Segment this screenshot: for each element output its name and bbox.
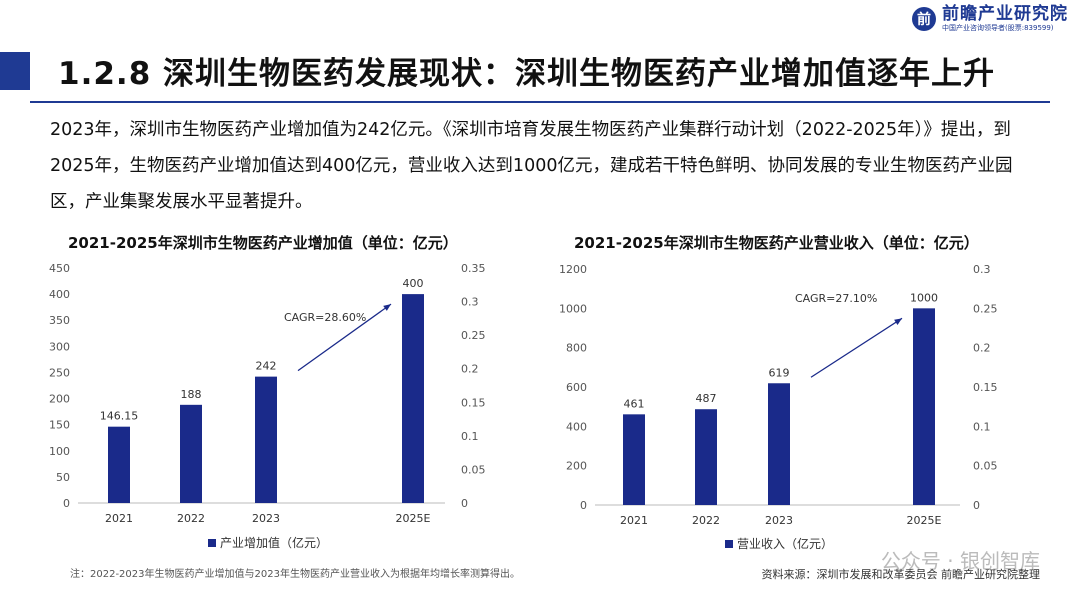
y2-tick-label: 0.15 <box>973 381 998 394</box>
chart-revenue: 0 200 400 600 800 1000 1200 0 0.05 0.1 0.15 0.2 0.25… <box>559 263 998 551</box>
cagr-arrow-head <box>894 318 902 325</box>
y-tick-label: 0 <box>63 497 70 510</box>
y2-tick-label: 0.2 <box>461 363 479 376</box>
y-tick-label: 200 <box>49 393 70 406</box>
y-tick-label: 800 <box>566 342 587 355</box>
chart-title-value-added: 2021-2025年深圳市生物医药产业增加值（单位：亿元） <box>68 234 458 252</box>
data-label: 400 <box>403 277 424 290</box>
x-tick-label: 2023 <box>252 512 280 525</box>
x-tick-label: 2025E <box>396 512 431 525</box>
bar <box>180 404 202 503</box>
y-tick-label: 450 <box>49 262 70 275</box>
brand-icon: 前 <box>912 7 936 31</box>
summary-paragraph: 2023年，深圳市生物医药产业增加值为242亿元。《深圳市培育发展生物医药产业集… <box>50 120 1013 212</box>
data-label: 242 <box>256 360 277 373</box>
page-title: 1.2.8 深圳生物医药发展现状：深圳生物医药产业增加值逐年上升 <box>58 56 996 92</box>
y2-tick-label: 0.3 <box>973 263 991 276</box>
x-tick-label: 2021 <box>105 512 133 525</box>
y-tick-label: 1000 <box>559 302 587 315</box>
footnote: 注：2022-2023年生物医药产业增加值与2023年生物医药产业营业收入为根据… <box>70 569 520 580</box>
watermark: 公众号 · 银创智库 <box>880 549 1040 573</box>
data-label: 461 <box>624 397 645 410</box>
x-tick-label: 2022 <box>177 512 205 525</box>
y2-tick-label: 0.05 <box>461 463 486 476</box>
cagr-annotation: CAGR=28.60% <box>284 311 366 324</box>
bar <box>402 294 424 503</box>
data-label: 487 <box>696 392 717 405</box>
brand-tagline: 中国产业咨询领导者(股票:839599) <box>942 24 1054 32</box>
y-tick-label: 200 <box>566 460 587 473</box>
y-tick-label: 350 <box>49 314 70 327</box>
y-tick-label: 150 <box>49 419 70 432</box>
bar <box>255 376 277 503</box>
y2-tick-label: 0.15 <box>461 396 486 409</box>
data-label: 1000 <box>910 291 938 304</box>
source-note: 资料来源：深圳市发展和改革委员会 前瞻产业研究院整理 <box>761 568 1041 581</box>
title-underline <box>30 101 1050 103</box>
data-label: 619 <box>769 366 790 379</box>
y2-tick-label: 0.2 <box>973 342 991 355</box>
y2-tick-label: 0.25 <box>973 302 998 315</box>
y2-tick-label: 0.3 <box>461 296 479 309</box>
chart-value-added: 0 50 100 150 200 250 300 350 400 450 0 0.05 0.1 0.15 0… <box>49 262 486 550</box>
bar <box>108 426 130 503</box>
y2-tick-label: 0 <box>461 497 468 510</box>
y2-tick-label: 0.35 <box>461 262 486 275</box>
legend-label: 营业收入（亿元） <box>737 536 833 551</box>
legend-label: 产业增加值（亿元） <box>220 535 328 550</box>
data-label: 146.15 <box>100 410 139 423</box>
y2-tick-label: 0.1 <box>973 420 991 433</box>
y-tick-label: 100 <box>49 445 70 458</box>
y-tick-label: 400 <box>49 288 70 301</box>
y2-tick-label: 0 <box>973 499 980 512</box>
bar <box>768 383 790 505</box>
x-tick-label: 2023 <box>765 514 793 527</box>
y-tick-label: 250 <box>49 366 70 379</box>
brand-logo: 前 前瞻产业研究院 中国产业咨询领导者(股票:839599) <box>912 6 1068 32</box>
bar <box>913 308 935 505</box>
y2-tick-label: 0.25 <box>461 329 486 342</box>
bar <box>623 414 645 505</box>
cagr-annotation: CAGR=27.10% <box>795 292 877 305</box>
chart-title-revenue: 2021-2025年深圳市生物医药产业营业收入（单位：亿元） <box>574 234 979 252</box>
title-bar: 1.2.8 深圳生物医药发展现状：深圳生物医药产业增加值逐年上升 <box>0 42 1080 104</box>
y2-tick-label: 0.1 <box>461 430 479 443</box>
title-accent <box>0 52 30 90</box>
y-tick-label: 400 <box>566 420 587 433</box>
y-tick-label: 0 <box>580 499 587 512</box>
cagr-arrow <box>297 303 392 372</box>
x-tick-label: 2025E <box>907 514 942 527</box>
bar <box>695 409 717 505</box>
y-tick-label: 300 <box>49 340 70 353</box>
y2-tick-label: 0.05 <box>973 460 998 473</box>
brand-name: 前瞻产业研究院 <box>942 4 1068 24</box>
cagr-arrow <box>810 317 903 378</box>
legend-swatch <box>208 539 216 547</box>
y-tick-label: 600 <box>566 381 587 394</box>
cagr-arrow-head <box>383 304 391 311</box>
data-label: 188 <box>181 388 202 401</box>
x-tick-label: 2022 <box>692 514 720 527</box>
x-tick-label: 2021 <box>620 514 648 527</box>
y-tick-label: 1200 <box>559 263 587 276</box>
legend-swatch <box>725 540 733 548</box>
y-tick-label: 50 <box>56 471 70 484</box>
